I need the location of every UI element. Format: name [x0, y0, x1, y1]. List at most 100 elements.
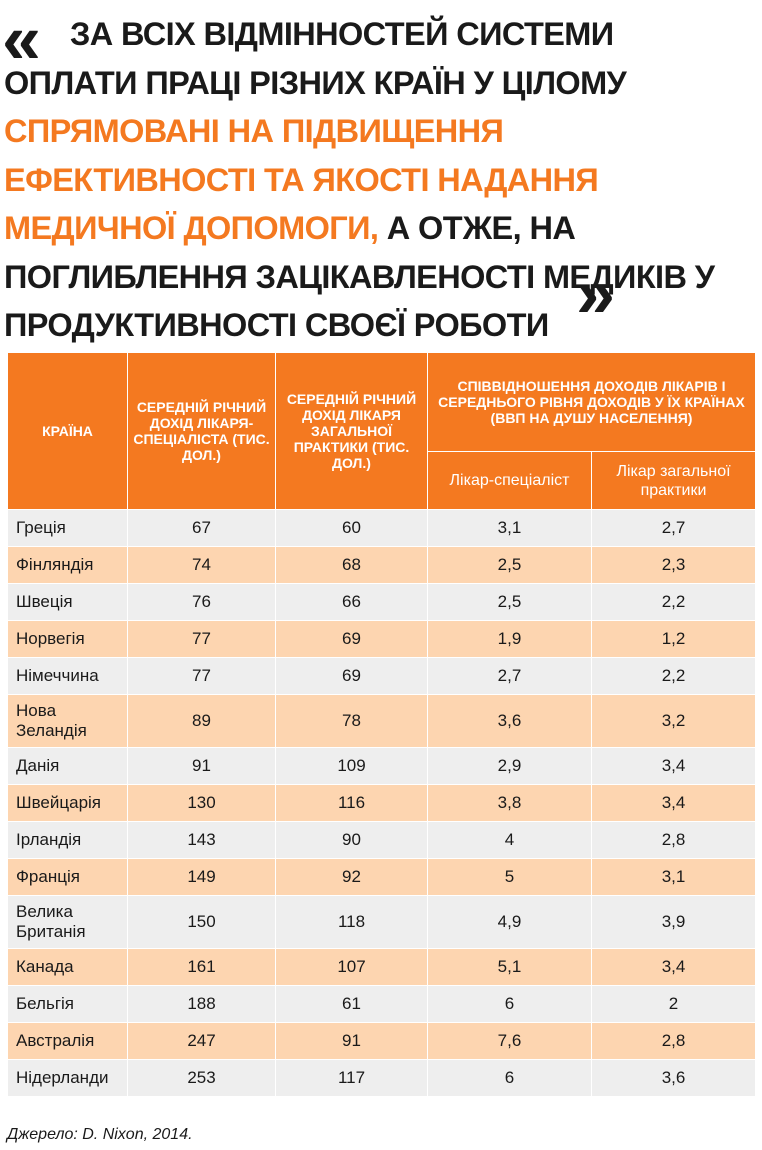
source-note: Джерело: D. Nixon, 2014.: [7, 1126, 193, 1143]
country-cell: Франція: [7, 858, 128, 896]
table-row: Норвегія 77 69 1,9 1,2: [7, 620, 757, 658]
table-row: Ірландія 143 90 4 2,8: [7, 821, 757, 859]
specialist-income-cell: 150: [127, 895, 276, 949]
country-cell: Німеччина: [7, 657, 128, 695]
country-cell: Швеція: [7, 583, 128, 621]
ratio-gp-cell: 3,9: [590, 895, 757, 949]
ratio-specialist-cell: 3,1: [427, 509, 592, 547]
gp-income-cell: 91: [275, 1022, 428, 1060]
ratio-gp-cell: 2,8: [590, 821, 757, 859]
header-ratio-specialist: Лікар-спеціаліст: [427, 451, 592, 510]
specialist-income-cell: 77: [127, 657, 276, 695]
header-country: Країна: [7, 352, 128, 510]
ratio-specialist-cell: 3,6: [427, 694, 592, 748]
country-cell: Фінляндія: [7, 546, 128, 584]
table-row: Фінляндія 74 68 2,5 2,3: [7, 546, 757, 584]
quote-text-part1: за всіх відмінностей системи оплати прац…: [4, 16, 627, 101]
gp-income-cell: 90: [275, 821, 428, 859]
specialist-income-cell: 91: [127, 747, 276, 785]
ratio-specialist-cell: 2,7: [427, 657, 592, 695]
specialist-income-cell: 188: [127, 985, 276, 1023]
ratio-specialist-cell: 3,8: [427, 784, 592, 822]
quote-text-part2: а отже, на поглиблення зацікавленості ме…: [4, 210, 715, 343]
gp-income-cell: 69: [275, 657, 428, 695]
ratio-gp-cell: 3,6: [590, 1059, 757, 1097]
ratio-gp-cell: 3,1: [590, 858, 757, 896]
gp-income-cell: 60: [275, 509, 428, 547]
ratio-specialist-cell: 5,1: [427, 948, 592, 986]
ratio-gp-cell: 3,4: [590, 784, 757, 822]
country-cell: Бельгія: [7, 985, 128, 1023]
country-cell: Канада: [7, 948, 128, 986]
country-cell: Данія: [7, 747, 128, 785]
specialist-income-cell: 76: [127, 583, 276, 621]
ratio-gp-cell: 2,2: [590, 583, 757, 621]
ratio-gp-cell: 3,4: [590, 948, 757, 986]
table-row: Канада 161 107 5,1 3,4: [7, 948, 757, 986]
ratio-specialist-cell: 6: [427, 1059, 592, 1097]
header-ratio-group: Співвідношення доходів лікарів і середнь…: [426, 352, 757, 452]
close-quote-mark: »: [576, 254, 615, 332]
specialist-income-cell: 149: [127, 858, 276, 896]
ratio-specialist-cell: 6: [427, 985, 592, 1023]
specialist-income-cell: 161: [127, 948, 276, 986]
ratio-specialist-cell: 4,9: [427, 895, 592, 949]
specialist-income-cell: 130: [127, 784, 276, 822]
ratio-specialist-cell: 4: [427, 821, 592, 859]
country-cell: Австралія: [7, 1022, 128, 1060]
specialist-income-cell: 77: [127, 620, 276, 658]
ratio-gp-cell: 2,3: [590, 546, 757, 584]
specialist-income-cell: 67: [127, 509, 276, 547]
ratio-gp-cell: 2,2: [590, 657, 757, 695]
pull-quote: за всіх відмінностей системи оплати прац…: [4, 10, 754, 350]
ratio-specialist-cell: 2,5: [427, 546, 592, 584]
gp-income-cell: 116: [275, 784, 428, 822]
table-body: Греція 67 60 3,1 2,7 Фінляндія 74 68 2,5 2,3 Швеці…: [7, 509, 757, 1097]
table-row: Греція 67 60 3,1 2,7: [7, 509, 757, 547]
specialist-income-cell: 89: [127, 694, 276, 748]
gp-income-cell: 118: [275, 895, 428, 949]
gp-income-cell: 61: [275, 985, 428, 1023]
ratio-gp-cell: 3,4: [590, 747, 757, 785]
ratio-specialist-cell: 2,5: [427, 583, 592, 621]
ratio-specialist-cell: 2,9: [427, 747, 592, 785]
income-table: Країна Середній річний дохід лікаря-спец…: [7, 352, 757, 1097]
table-row: Німеччина 77 69 2,7 2,2: [7, 657, 757, 695]
table-row: Австралія 247 91 7,6 2,8: [7, 1022, 757, 1060]
gp-income-cell: 109: [275, 747, 428, 785]
table-row: Бельгія 188 61 6 2: [7, 985, 757, 1023]
header-specialist-income: Середній річний дохід лікаря-спеціаліста…: [127, 352, 276, 510]
open-quote-mark: «: [2, 0, 41, 78]
quote-highlight: спрямовані на підвищення ефективності та…: [4, 113, 599, 246]
gp-income-cell: 107: [275, 948, 428, 986]
specialist-income-cell: 247: [127, 1022, 276, 1060]
ratio-gp-cell: 2,7: [590, 509, 757, 547]
gp-income-cell: 68: [275, 546, 428, 584]
table-row: Швейцарія 130 116 3,8 3,4: [7, 784, 757, 822]
ratio-gp-cell: 1,2: [590, 620, 757, 658]
country-cell: Нова Зеландія: [7, 694, 128, 748]
specialist-income-cell: 253: [127, 1059, 276, 1097]
gp-income-cell: 117: [275, 1059, 428, 1097]
table-row: Нова Зеландія 89 78 3,6 3,2: [7, 694, 757, 748]
country-cell: Нідерланди: [7, 1059, 128, 1097]
ratio-gp-cell: 3,2: [590, 694, 757, 748]
header-gp-income: Середній річний дохід лікаря загальної п…: [275, 352, 428, 510]
country-cell: Греція: [7, 509, 128, 547]
table-row: Франція 149 92 5 3,1: [7, 858, 757, 896]
specialist-income-cell: 74: [127, 546, 276, 584]
ratio-gp-cell: 2,8: [590, 1022, 757, 1060]
ratio-specialist-cell: 1,9: [427, 620, 592, 658]
country-cell: Ірландія: [7, 821, 128, 859]
gp-income-cell: 69: [275, 620, 428, 658]
table-row: Швеція 76 66 2,5 2,2: [7, 583, 757, 621]
table-row: Велика Британія 150 118 4,9 3,9: [7, 895, 757, 949]
country-cell: Норвегія: [7, 620, 128, 658]
header-ratio-gp: Лікар загальної практики: [590, 451, 757, 510]
ratio-specialist-cell: 5: [427, 858, 592, 896]
gp-income-cell: 92: [275, 858, 428, 896]
country-cell: Швейцарія: [7, 784, 128, 822]
table-row: Данія 91 109 2,9 3,4: [7, 747, 757, 785]
gp-income-cell: 66: [275, 583, 428, 621]
specialist-income-cell: 143: [127, 821, 276, 859]
